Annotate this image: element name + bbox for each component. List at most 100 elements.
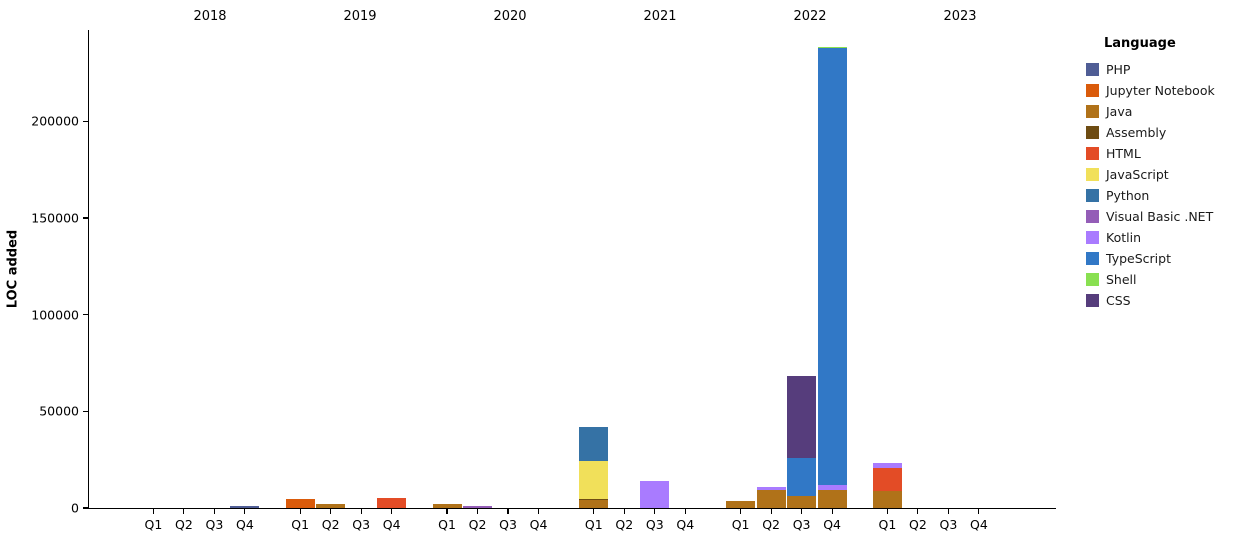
- x-tick-label-2021-Q1: Q1: [584, 517, 603, 532]
- legend-label: PHP: [1106, 62, 1131, 77]
- legend-label: Shell: [1106, 272, 1137, 287]
- bar-segment-2023-Q1-Kotlin: [872, 463, 902, 469]
- y-tick-label: 150000: [31, 210, 79, 226]
- legend-item-PHP: PHP: [1086, 59, 1236, 80]
- legend-item-Kotlin: Kotlin: [1086, 227, 1236, 248]
- x-tick-label-2021-Q3: Q3: [645, 517, 664, 532]
- bar-segment-2018-Q4-PHP: [230, 506, 260, 508]
- year-label-2021: 2021: [643, 9, 677, 24]
- legend-swatch-icon: [1086, 210, 1099, 223]
- x-tick-mark: [537, 509, 540, 514]
- x-tick-label-2023-Q1: Q1: [878, 517, 897, 532]
- y-axis-title: LOC added: [6, 230, 21, 308]
- x-tick-label-2019-Q1: Q1: [291, 517, 310, 532]
- x-tick-mark: [183, 509, 185, 514]
- x-tick-label-2020-Q4: Q4: [529, 517, 548, 532]
- x-tick-label-2018-Q1: Q1: [144, 517, 163, 532]
- legend-item-CSS: CSS: [1086, 290, 1236, 311]
- bar-segment-2022-Q3-Java: [787, 496, 817, 508]
- bar-segment-2022-Q3-CSS: [787, 376, 817, 459]
- legend-swatch-icon: [1086, 147, 1099, 160]
- legend-label: Assembly: [1106, 125, 1167, 140]
- bar-segment-2020-Q2-Visual-Basic-NET: [463, 506, 492, 508]
- y-tick-mark: [83, 120, 88, 122]
- x-tick-mark: [213, 509, 215, 514]
- x-tick-label-2023-Q3: Q3: [939, 517, 958, 532]
- bar-segment-2019-Q2-Java: [316, 503, 346, 508]
- legend-label: Jupyter Notebook: [1106, 83, 1215, 98]
- legend-label: Kotlin: [1106, 230, 1141, 245]
- y-tick-label: 50000: [39, 403, 79, 419]
- x-tick-mark: [593, 509, 595, 514]
- legend-item-Java: Java: [1086, 101, 1236, 122]
- x-tick-mark: [152, 509, 154, 514]
- x-tick-mark: [507, 509, 509, 514]
- x-tick-label-2018-Q2: Q2: [174, 517, 193, 532]
- x-tick-label-2022-Q1: Q1: [731, 517, 750, 532]
- x-tick-label-2021-Q2: Q2: [615, 517, 634, 532]
- x-tick-mark: [654, 509, 656, 514]
- x-tick-mark: [476, 509, 479, 514]
- x-tick-label-2019-Q4: Q4: [382, 517, 401, 532]
- x-tick-mark: [831, 509, 833, 514]
- bottom-spine: [88, 508, 1056, 510]
- legend-swatch-icon: [1086, 273, 1099, 286]
- bar-segment-2023-Q1-Java: [872, 491, 902, 508]
- x-tick-mark: [360, 509, 362, 514]
- bar-segment-2019-Q1-Jupyter-Notebook: [285, 499, 315, 508]
- legend-item-Python: Python: [1086, 185, 1236, 206]
- legend-item-HTML: HTML: [1086, 143, 1236, 164]
- y-tick-label: 200000: [31, 113, 79, 129]
- x-tick-label-2019-Q2: Q2: [321, 517, 340, 532]
- x-tick-mark: [299, 509, 301, 514]
- bar-segment-2022-Q4-Shell: [817, 47, 847, 49]
- x-tick-label-2023-Q4: Q4: [969, 517, 988, 532]
- year-label-2018: 2018: [193, 9, 227, 24]
- y-tick-mark: [83, 410, 88, 412]
- x-tick-mark: [623, 509, 625, 514]
- bar-segment-2020-Q1-Java: [432, 503, 462, 508]
- x-tick-label-2022-Q4: Q4: [823, 517, 841, 532]
- x-tick-label-2022-Q2: Q2: [762, 517, 780, 532]
- bar-segment-2021-Q1-Python: [579, 426, 609, 461]
- y-tick-mark: [83, 507, 88, 509]
- x-tick-mark: [740, 509, 742, 514]
- left-spine: [88, 30, 90, 509]
- legend-swatch-icon: [1086, 126, 1099, 139]
- bar-segment-2022-Q4-TypeScript: [817, 47, 847, 485]
- legend: Language PHP Jupyter Notebook Java Assembly…: [1086, 36, 1236, 311]
- legend-label: Java: [1106, 104, 1133, 119]
- y-tick-mark: [83, 217, 88, 219]
- x-tick-mark: [917, 509, 919, 514]
- bar-segment-2022-Q1-Java: [726, 501, 756, 508]
- legend-swatch-icon: [1086, 231, 1099, 244]
- x-tick-label-2022-Q3: Q3: [792, 517, 811, 532]
- legend-label: JavaScript: [1106, 167, 1169, 182]
- legend-label: CSS: [1106, 293, 1131, 308]
- x-tick-label-2020-Q2: Q2: [468, 517, 487, 532]
- bar-segment-2021-Q1-JavaScript: [579, 460, 609, 499]
- legend-label: TypeScript: [1106, 251, 1171, 266]
- legend-item-Visual-Basic-NET: Visual Basic .NET: [1086, 206, 1236, 227]
- x-tick-label-2019-Q3: Q3: [352, 517, 371, 532]
- x-tick-label-2023-Q2: Q2: [908, 517, 927, 532]
- year-label-2022: 2022: [793, 9, 827, 24]
- x-tick-mark: [684, 509, 686, 514]
- year-label-2020: 2020: [493, 9, 527, 24]
- year-label-2023: 2023: [943, 9, 977, 24]
- y-tick-label: 0: [71, 500, 79, 516]
- legend-item-JavaScript: JavaScript: [1086, 164, 1236, 185]
- legend-swatch-icon: [1086, 189, 1099, 202]
- x-tick-label-2020-Q3: Q3: [499, 517, 517, 532]
- x-tick-label-2018-Q3: Q3: [205, 517, 224, 532]
- bar-segment-2022-Q4-Kotlin: [817, 484, 847, 491]
- legend-swatch-icon: [1086, 84, 1099, 97]
- x-tick-mark: [446, 509, 448, 514]
- legend-item-Assembly: Assembly: [1086, 122, 1236, 143]
- legend-label: HTML: [1106, 146, 1141, 161]
- legend-swatch-icon: [1086, 294, 1099, 307]
- x-tick-mark: [391, 509, 393, 514]
- x-tick-label-2018-Q4: Q4: [235, 517, 254, 532]
- legend-item-TypeScript: TypeScript: [1086, 248, 1236, 269]
